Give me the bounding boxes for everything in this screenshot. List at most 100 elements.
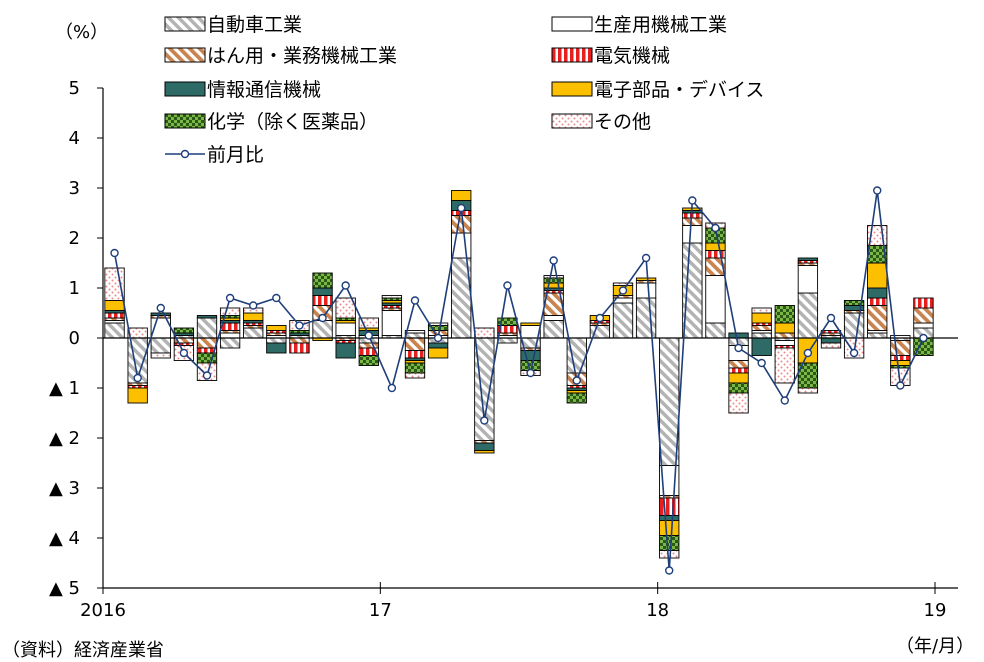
bar-segment-machinery: [635, 282, 657, 299]
bar-segment-electric: [867, 297, 888, 306]
legend-marker-line: [180, 149, 190, 159]
bar-segment-others: [358, 317, 379, 329]
bar-segment-electronic: [266, 325, 287, 331]
legend-label-general: はん用・業務機械工業: [207, 45, 397, 67]
bar-segment-chemical: [728, 382, 749, 394]
bar-segment-auto: [751, 332, 772, 339]
bar-segment-electronic: [890, 360, 911, 366]
bar-segment-machinery: [404, 330, 426, 334]
line-point: [618, 286, 628, 295]
bar-segment-ict: [196, 315, 218, 319]
bar-segment-auto: [497, 337, 518, 344]
bar-segment-chemical: [566, 392, 587, 404]
legend-label-auto: 自動車工業: [207, 14, 302, 36]
bar-segment-auto: [797, 292, 819, 339]
x-tick-label: 19: [924, 600, 947, 621]
bar-segment-others: [219, 307, 241, 316]
bar-segment-electronic: [520, 322, 541, 326]
y-tick-label: 3: [69, 178, 80, 199]
bar-segment-auto: [219, 337, 241, 349]
bar-segment-others: [820, 342, 842, 349]
legend-swatch-electric: [551, 47, 593, 63]
line-point: [757, 358, 766, 368]
legend-swatch-electronic: [551, 81, 593, 97]
legend-label-machinery: 生産用機械工業: [594, 14, 727, 36]
bar-segment-others: [774, 347, 795, 384]
bar-segment-others: [104, 267, 125, 301]
bar-segment-others: [150, 352, 171, 359]
bar-segment-ict: [312, 287, 333, 296]
legend-swatch-ict: [164, 81, 206, 97]
bar-segment-auto: [843, 312, 865, 339]
bar-segment-electronic: [104, 300, 125, 311]
bar-segment-machinery: [219, 332, 241, 339]
legend-swatch-auto: [164, 16, 206, 32]
x-tick-label: 17: [369, 600, 392, 621]
line-layer: [110, 186, 928, 575]
line-point: [387, 383, 397, 393]
bar-segment-electronic: [751, 312, 772, 324]
bar-segment-ict: [867, 287, 888, 299]
line-point: [457, 203, 466, 213]
bar-segment-general: [196, 337, 218, 349]
x-axis-unit: （年/月）: [896, 636, 974, 657]
bar-segment-chemical: [404, 362, 426, 374]
line-point: [826, 313, 836, 323]
y-tick-label: ▲ 5: [49, 578, 80, 599]
bar-segment-others: [404, 372, 426, 379]
bar-segment-others: [543, 275, 564, 279]
line-point: [572, 376, 581, 385]
line-point: [896, 381, 905, 390]
bar-segment-electric: [659, 497, 680, 516]
bar-segment-electronic: [867, 262, 888, 289]
bar-segment-machinery: [797, 265, 819, 294]
bar-segment-electric: [289, 342, 310, 354]
y-tick-label: ▲ 2: [49, 428, 80, 449]
bar-segment-electric: [682, 212, 703, 219]
bar-segment-ict: [797, 257, 819, 261]
line-point: [503, 281, 512, 290]
bar-segment-chemical: [774, 305, 795, 324]
legend-swatch-others: [551, 113, 593, 129]
bar-segment-auto: [635, 297, 657, 339]
x-tick-label: 18: [646, 600, 669, 621]
bar-segment-auto: [243, 327, 264, 339]
bar-segment-chemical: [543, 277, 564, 284]
bar-segment-ict: [266, 342, 287, 354]
bar-segment-machinery: [543, 315, 564, 321]
bar-segment-general: [404, 337, 426, 351]
line-point: [919, 333, 928, 343]
line-point: [480, 416, 489, 425]
bar-segment-chemical: [358, 355, 379, 366]
bar-segment-machinery: [381, 310, 403, 336]
bar-segment-auto: [150, 337, 171, 354]
bar-segment-electronic: [543, 282, 564, 289]
bar-segment-electric: [820, 330, 842, 334]
bar-segment-electric: [404, 350, 426, 359]
line-point: [202, 371, 212, 380]
bar-segment-auto: [104, 322, 125, 339]
line-point: [410, 296, 420, 305]
legend-label-electronic: 電子部品・デバイス: [594, 79, 764, 101]
bar-segment-general: [728, 360, 749, 369]
line-point: [526, 368, 535, 378]
legend-label-ict: 情報通信機械: [207, 79, 321, 101]
bar-segment-electric: [219, 322, 241, 331]
bar-segment-electric: [728, 367, 749, 374]
bar-segment-ict: [150, 312, 171, 316]
bar-segment-ict: [427, 342, 449, 349]
line-point: [295, 321, 304, 330]
legend-label-chemical: 化学（除く医薬品）: [207, 111, 378, 133]
bar-segment-general: [774, 332, 795, 339]
bar-segment-auto: [659, 337, 680, 466]
bar-segment-general: [913, 307, 934, 324]
bar-segment-auto: [612, 302, 634, 339]
line-point: [272, 293, 281, 303]
y-tick-label: 5: [69, 78, 80, 99]
bar-segment-electronic: [243, 312, 264, 321]
line-point: [734, 343, 743, 353]
line-point: [641, 253, 651, 263]
bar-segment-general: [289, 337, 310, 344]
bar-segment-chemical: [659, 535, 680, 551]
